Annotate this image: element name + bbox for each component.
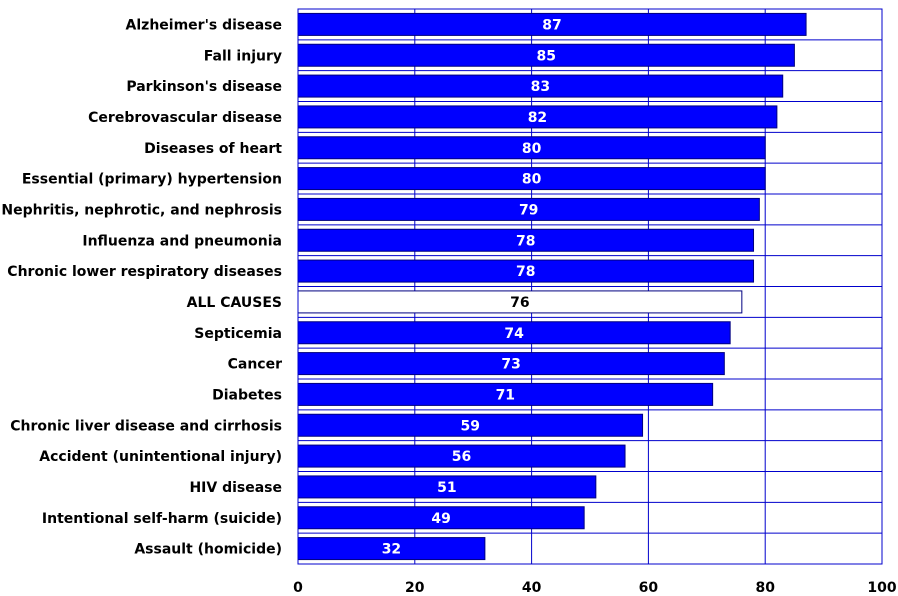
bar-value-label: 83: [531, 79, 550, 95]
bar-value-label: 32: [382, 542, 401, 558]
bar-value-label: 82: [528, 110, 547, 126]
category-label: Parkinson's disease: [126, 79, 282, 95]
bar-value-label: 80: [522, 172, 542, 188]
x-tick-label: 60: [639, 580, 659, 596]
x-tick-label: 20: [405, 580, 425, 596]
x-tick-label: 100: [867, 580, 896, 596]
bar-value-label: 49: [431, 511, 450, 527]
category-label: Chronic liver disease and cirrhosis: [10, 418, 282, 434]
bar-value-label: 71: [496, 387, 515, 403]
bar-value-label: 85: [536, 48, 555, 64]
bar-value-label: 51: [437, 480, 456, 496]
category-label: HIV disease: [189, 480, 282, 496]
x-tick-label: 0: [293, 580, 303, 596]
bar-value-label: 56: [452, 449, 471, 465]
plot-frame: [297, 8, 883, 565]
bar-value-label: 80: [522, 141, 542, 157]
category-label: Nephritis, nephrotic, and nephrosis: [1, 202, 282, 218]
bar-value-label: 76: [510, 295, 529, 311]
category-label: Fall injury: [204, 48, 282, 64]
x-tick-label: 80: [755, 580, 775, 596]
bar-value-label: 59: [461, 418, 480, 434]
category-label: Influenza and pneumonia: [82, 233, 282, 249]
category-label: Essential (primary) hypertension: [22, 172, 282, 188]
category-label: Accident (unintentional injury): [39, 449, 282, 465]
category-label: Chronic lower respiratory diseases: [7, 264, 282, 280]
category-label: Intentional self-harm (suicide): [42, 511, 282, 527]
bar-value-label: 87: [542, 17, 561, 33]
bars: 87 85 83 82 80 80 79 78 78 76 74 73 71 59 56 51 49 32: [297, 12, 807, 561]
category-label: Diseases of heart: [144, 141, 282, 157]
category-labels: Alzheimer's disease Fall injury Parkinson'…: [1, 17, 282, 557]
category-label: Septicemia: [194, 326, 282, 342]
bar-value-label: 74: [504, 326, 524, 342]
category-label: Cerebrovascular disease: [88, 110, 282, 126]
bar-value-label: 79: [519, 202, 538, 218]
bar-value-label: 78: [516, 233, 535, 249]
category-label: ALL CAUSES: [187, 295, 282, 311]
category-label: Diabetes: [212, 387, 282, 403]
bar-value-label: 78: [516, 264, 535, 280]
bar-value-label: 73: [501, 357, 520, 373]
category-label: Cancer: [228, 357, 282, 373]
category-label: Assault (homicide): [134, 542, 282, 558]
category-label: Alzheimer's disease: [126, 17, 282, 33]
x-axis-tick-labels: 0 20 40 60 80 100: [293, 580, 897, 596]
x-tick-label: 40: [522, 580, 542, 596]
